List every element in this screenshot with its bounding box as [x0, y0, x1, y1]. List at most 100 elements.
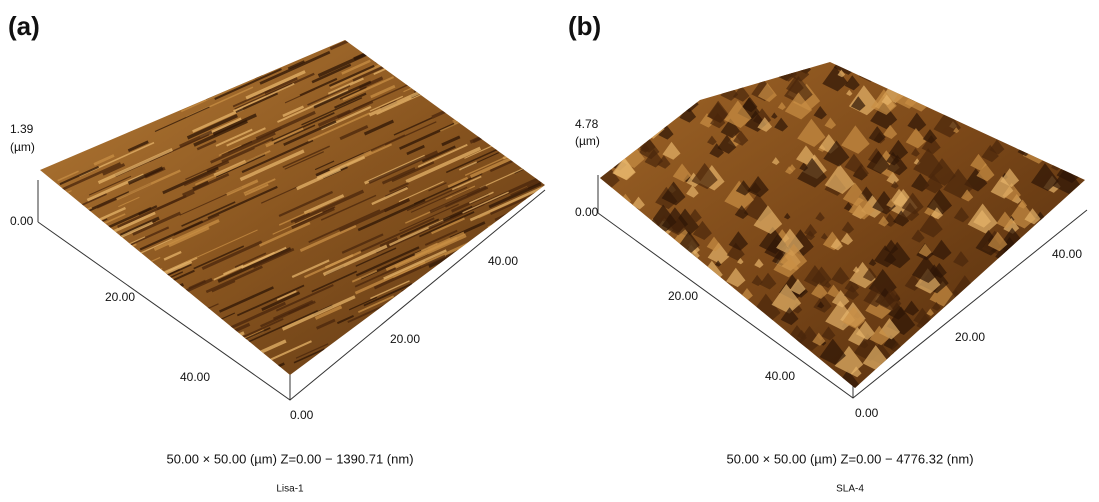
texture-streak	[95, 31, 143, 52]
texture-blob	[636, 62, 659, 85]
z-max-label: 4.78	[575, 117, 599, 131]
texture-streak	[472, 47, 504, 62]
texture-blob	[591, 225, 619, 253]
texture-blob	[1027, 137, 1044, 154]
texture-streak	[445, 293, 494, 315]
texture-blob	[728, 350, 734, 356]
texture-streak	[451, 81, 496, 101]
texture-streak	[499, 91, 568, 122]
texture-blob	[742, 367, 750, 375]
texture-streak	[515, 353, 531, 360]
texture-streak	[518, 251, 571, 275]
texture-blob	[1055, 110, 1070, 125]
figure: (a)1.39(µm)0.0020.0040.000.0020.0040.005…	[0, 0, 1099, 497]
texture-streak	[501, 301, 557, 326]
texture-streak	[74, 35, 103, 48]
texture-blob	[1049, 261, 1063, 275]
texture-blob	[595, 332, 621, 358]
texture-streak	[44, 106, 61, 114]
texture-streak	[472, 71, 517, 91]
texture-streak	[81, 48, 137, 73]
texture-blob	[664, 100, 671, 107]
texture-blob	[1066, 343, 1087, 364]
texture-blob	[1033, 65, 1056, 88]
texture-streak	[282, 32, 326, 52]
texture-blob	[972, 58, 982, 68]
texture-blob	[705, 337, 712, 344]
texture-streak	[484, 61, 542, 87]
texture-streak	[353, 17, 414, 44]
texture-blob	[711, 360, 739, 388]
texture-streak	[126, 44, 174, 66]
texture-blob	[690, 342, 720, 372]
texture-blob	[1070, 357, 1086, 373]
texture-streak	[101, 85, 152, 108]
texture-streak	[133, 301, 195, 329]
texture-streak	[195, 28, 263, 59]
texture-streak	[362, 337, 388, 349]
texture-streak	[486, 301, 547, 328]
texture-streak	[84, 51, 140, 76]
texture-streak	[108, 65, 140, 79]
texture-streak	[543, 101, 559, 108]
texture-streak	[448, 343, 511, 371]
texture-blob	[662, 73, 682, 93]
texture-blob	[1061, 117, 1081, 137]
texture-streak	[499, 34, 554, 59]
x-tick-label: 40.00	[180, 370, 210, 384]
texture-streak	[391, 60, 406, 67]
texture-blob	[928, 57, 948, 77]
texture-blob	[1052, 315, 1076, 339]
panel-letter: (b)	[568, 11, 601, 41]
texture-streak	[441, 265, 468, 277]
texture-blob	[1026, 121, 1035, 130]
texture-streak	[427, 38, 488, 65]
texture-streak	[117, 338, 145, 350]
texture-blob	[729, 374, 740, 385]
texture-blob	[1070, 325, 1082, 337]
texture-streak	[124, 93, 163, 110]
texture-blob	[642, 90, 667, 115]
texture-blob	[711, 360, 730, 379]
texture-streak	[49, 76, 65, 83]
texture-streak	[134, 354, 158, 365]
texture-blob	[628, 82, 636, 90]
texture-blob	[1038, 344, 1062, 368]
texture-streak	[49, 101, 70, 110]
texture-streak	[539, 322, 600, 349]
texture-blob	[644, 359, 657, 372]
texture-blob	[594, 273, 616, 295]
texture-blob	[1030, 132, 1055, 157]
texture-streak	[478, 80, 496, 88]
caption: 50.00 × 50.00 (µm) Z=0.00 − 1390.71 (nm)	[166, 451, 413, 466]
texture-blob	[601, 356, 614, 369]
texture-blob	[790, 57, 803, 70]
texture-streak	[60, 124, 82, 134]
texture-streak	[64, 274, 90, 286]
texture-streak	[54, 34, 113, 61]
texture-streak	[492, 334, 522, 348]
texture-streak	[476, 232, 521, 252]
texture-streak	[482, 238, 521, 256]
texture-streak	[422, 286, 487, 315]
texture-streak	[100, 101, 130, 114]
texture-streak	[67, 126, 89, 136]
texture-blob	[999, 100, 1028, 129]
texture-streak	[534, 297, 591, 322]
texture-streak	[517, 308, 551, 324]
texture-streak	[399, 282, 464, 311]
texture-streak	[70, 47, 123, 71]
texture-streak	[40, 191, 71, 205]
texture-blob	[961, 62, 986, 87]
origin-label: 0.00	[290, 408, 314, 422]
texture-streak	[79, 79, 119, 97]
texture-streak	[66, 219, 107, 238]
texture-streak	[412, 293, 452, 311]
texture-blob	[1029, 132, 1041, 144]
texture-streak	[526, 142, 569, 161]
texture-blob	[975, 71, 995, 91]
texture-streak	[73, 30, 143, 62]
texture-blob	[658, 330, 665, 337]
texture-blob	[1074, 306, 1094, 326]
texture-blob	[1040, 354, 1056, 370]
